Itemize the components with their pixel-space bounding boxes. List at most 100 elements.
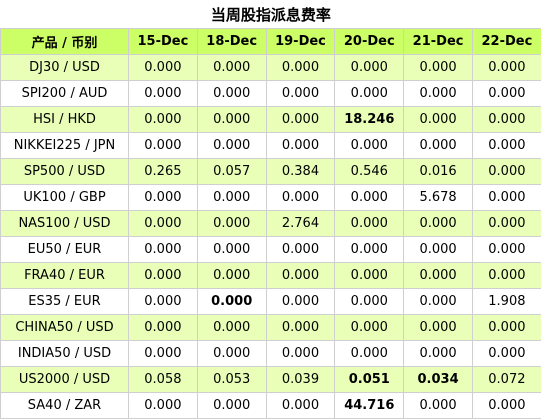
- column-header-date: 18-Dec: [197, 29, 266, 55]
- rate-cell: 0.000: [197, 107, 266, 133]
- rate-cell: 0.000: [129, 393, 198, 419]
- instrument-cell: CHINA50 / USD: [1, 315, 129, 341]
- rate-cell: 0.000: [266, 341, 335, 367]
- rate-cell: 0.000: [197, 81, 266, 107]
- rate-cell: 0.000: [129, 237, 198, 263]
- rate-cell: 0.053: [197, 367, 266, 393]
- column-header-date: 22-Dec: [472, 29, 541, 55]
- rate-cell: 18.246: [335, 107, 404, 133]
- instrument-cell: SA40 / ZAR: [1, 393, 129, 419]
- rate-cell: 0.000: [472, 237, 541, 263]
- rate-cell: 0.000: [197, 133, 266, 159]
- rate-cell: 0.034: [404, 367, 473, 393]
- rate-cell: 0.000: [197, 315, 266, 341]
- rate-cell: 0.000: [404, 289, 473, 315]
- rate-cell: 0.000: [472, 341, 541, 367]
- instrument-cell: FRA40 / EUR: [1, 263, 129, 289]
- instrument-cell: UK100 / GBP: [1, 185, 129, 211]
- rate-cell: 0.057: [197, 159, 266, 185]
- rate-cell: 0.000: [472, 55, 541, 81]
- instrument-cell: NIKKEI225 / JPN: [1, 133, 129, 159]
- rate-cell: 0.000: [472, 263, 541, 289]
- rate-cell: 0.000: [472, 393, 541, 419]
- rate-cell: 0.000: [472, 107, 541, 133]
- instrument-cell: SPI200 / AUD: [1, 81, 129, 107]
- rate-cell: 0.000: [335, 289, 404, 315]
- rate-cell: 0.058: [129, 367, 198, 393]
- rate-cell: 0.000: [404, 315, 473, 341]
- rate-cell: 0.000: [266, 315, 335, 341]
- rate-cell: 0.000: [266, 237, 335, 263]
- rate-cell: 2.764: [266, 211, 335, 237]
- rate-cell: 0.000: [266, 55, 335, 81]
- rate-cell: 0.000: [266, 263, 335, 289]
- rate-cell: 0.000: [266, 133, 335, 159]
- column-header-product: 产品 / 币别: [1, 29, 129, 55]
- rate-cell: 5.678: [404, 185, 473, 211]
- rate-cell: 0.000: [335, 185, 404, 211]
- rate-cell: 0.000: [404, 263, 473, 289]
- instrument-cell: SP500 / USD: [1, 159, 129, 185]
- rate-cell: 0.000: [404, 393, 473, 419]
- rate-cell: 0.000: [335, 263, 404, 289]
- header-row: 产品 / 币别 15-Dec 18-Dec 19-Dec 20-Dec 21-D…: [1, 29, 541, 55]
- rate-cell: 0.000: [335, 315, 404, 341]
- rate-cell: 0.000: [335, 81, 404, 107]
- rate-cell: 0.000: [335, 133, 404, 159]
- instrument-cell: ES35 / EUR: [1, 289, 129, 315]
- rate-cell: 0.000: [197, 211, 266, 237]
- rate-cell: 0.000: [129, 133, 198, 159]
- rate-cell: 0.000: [404, 81, 473, 107]
- rate-cell: 0.016: [404, 159, 473, 185]
- rate-cell: 0.000: [197, 237, 266, 263]
- rate-cell: 0.000: [197, 55, 266, 81]
- column-header-date: 21-Dec: [404, 29, 473, 55]
- column-header-date: 19-Dec: [266, 29, 335, 55]
- rate-cell: 0.000: [266, 107, 335, 133]
- rate-cell: 0.000: [266, 81, 335, 107]
- rate-cell: 0.039: [266, 367, 335, 393]
- rate-cell: 0.384: [266, 159, 335, 185]
- rate-cell: 0.000: [335, 211, 404, 237]
- rate-cell: 0.000: [404, 211, 473, 237]
- rate-cell: 0.000: [129, 81, 198, 107]
- rate-cell: 0.000: [266, 393, 335, 419]
- instrument-cell: HSI / HKD: [1, 107, 129, 133]
- column-header-date: 15-Dec: [129, 29, 198, 55]
- rate-cell: 0.000: [404, 107, 473, 133]
- rate-cell: 44.716: [335, 393, 404, 419]
- rate-cell: 0.265: [129, 159, 198, 185]
- rate-cell: 0.000: [335, 341, 404, 367]
- rate-cell: 0.000: [197, 341, 266, 367]
- rate-cell: 0.546: [335, 159, 404, 185]
- rate-cell: 0.000: [129, 107, 198, 133]
- rate-cell: 0.000: [129, 341, 198, 367]
- rate-cell: 0.000: [335, 237, 404, 263]
- rate-cell: 0.000: [129, 263, 198, 289]
- instrument-cell: INDIA50 / USD: [1, 341, 129, 367]
- rate-cell: 0.000: [472, 315, 541, 341]
- rate-cell: 0.000: [266, 185, 335, 211]
- rate-cell: 0.000: [266, 289, 335, 315]
- rate-cell: 0.000: [472, 81, 541, 107]
- instrument-cell: US2000 / USD: [1, 367, 129, 393]
- rate-cell: 0.000: [129, 315, 198, 341]
- rate-cell: 0.000: [404, 55, 473, 81]
- rate-cell: 0.000: [472, 159, 541, 185]
- rate-cell: 0.000: [197, 263, 266, 289]
- rate-cell: 0.000: [404, 133, 473, 159]
- rate-cell: 0.000: [129, 185, 198, 211]
- rate-cell: 0.000: [472, 185, 541, 211]
- instrument-cell: DJ30 / USD: [1, 55, 129, 81]
- rate-cell: 0.000: [129, 211, 198, 237]
